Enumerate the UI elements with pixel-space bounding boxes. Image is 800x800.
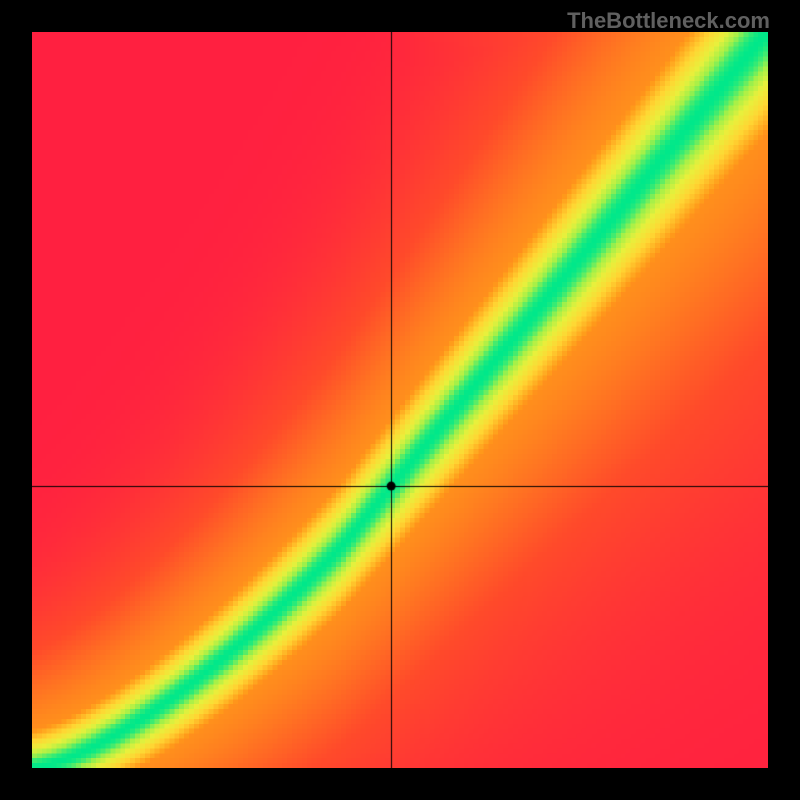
bottleneck-heatmap bbox=[32, 32, 768, 768]
watermark-text: TheBottleneck.com bbox=[567, 8, 770, 34]
chart-container: TheBottleneck.com bbox=[0, 0, 800, 800]
